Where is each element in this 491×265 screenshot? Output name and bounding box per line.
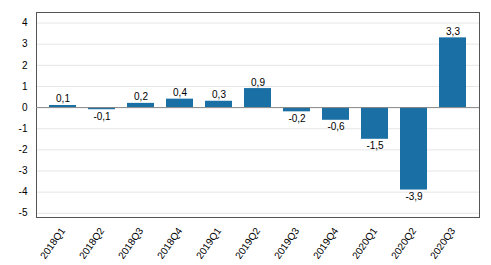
svg-text:2020Q3: 2020Q3 — [428, 225, 458, 261]
svg-text:2019Q1: 2019Q1 — [194, 225, 224, 261]
svg-text:2: 2 — [22, 60, 28, 71]
svg-text:2018Q4: 2018Q4 — [155, 225, 185, 261]
svg-text:2018Q1: 2018Q1 — [38, 225, 68, 261]
svg-text:-3,9: -3,9 — [405, 191, 423, 202]
svg-text:-1,5: -1,5 — [366, 140, 384, 151]
svg-text:-4: -4 — [19, 186, 28, 197]
svg-text:0: 0 — [22, 102, 28, 113]
svg-text:2018Q2: 2018Q2 — [77, 225, 107, 261]
svg-text:-3: -3 — [19, 165, 28, 176]
svg-text:3: 3 — [22, 38, 28, 49]
svg-text:1: 1 — [22, 81, 28, 92]
svg-text:2019Q4: 2019Q4 — [311, 225, 341, 261]
svg-text:2020Q1: 2020Q1 — [350, 225, 380, 261]
svg-text:0,4: 0,4 — [173, 87, 187, 98]
svg-text:4: 4 — [22, 17, 28, 28]
svg-text:-0,1: -0,1 — [93, 111, 111, 122]
svg-text:-0,6: -0,6 — [327, 121, 345, 132]
svg-text:-1: -1 — [19, 123, 28, 134]
svg-text:0,1: 0,1 — [56, 93, 70, 104]
svg-text:0,3: 0,3 — [212, 89, 226, 100]
svg-text:-2: -2 — [19, 144, 28, 155]
svg-text:-0,2: -0,2 — [288, 113, 306, 124]
svg-text:3,3: 3,3 — [446, 26, 460, 37]
svg-text:0,2: 0,2 — [134, 91, 148, 102]
svg-text:-5: -5 — [19, 207, 28, 218]
svg-text:2018Q3: 2018Q3 — [116, 225, 146, 261]
svg-text:2019Q3: 2019Q3 — [272, 225, 302, 261]
svg-text:2020Q2: 2020Q2 — [389, 225, 419, 261]
svg-text:2019Q2: 2019Q2 — [233, 225, 263, 261]
svg-text:0,9: 0,9 — [251, 77, 265, 88]
